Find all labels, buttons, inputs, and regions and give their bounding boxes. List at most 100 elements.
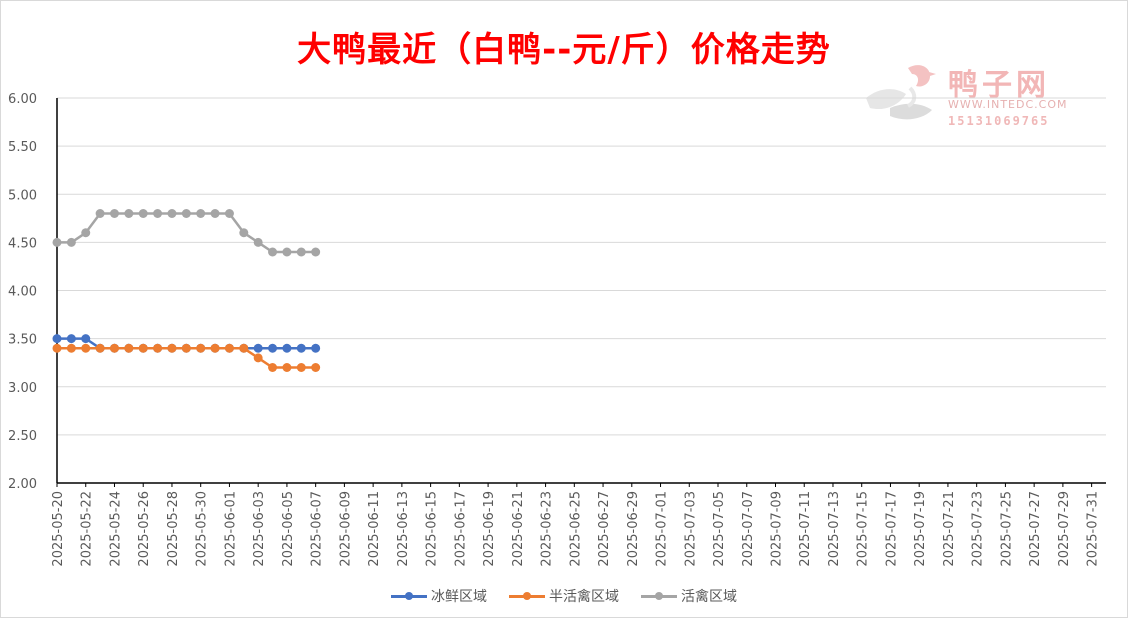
legend-swatch (509, 590, 545, 602)
x-tick-label: 2025-07-29 (1057, 491, 1072, 567)
x-tick-label: 2025-07-09 (769, 491, 784, 567)
data-point (181, 343, 191, 353)
x-tick-label: 2025-05-24 (108, 491, 123, 567)
legend: 冰鲜区域 半活禽区域 活禽区域 (0, 586, 1128, 606)
data-point (109, 343, 119, 353)
legend-label: 活禽区域 (681, 589, 737, 605)
x-tick-label: 2025-06-11 (367, 491, 382, 567)
x-tick-label: 2025-06-19 (482, 491, 497, 567)
data-point (282, 247, 292, 257)
data-point (153, 343, 163, 353)
x-tick-label: 2025-07-11 (798, 491, 813, 567)
y-tick-label: 4.00 (8, 285, 37, 300)
data-point (109, 209, 119, 218)
data-point (268, 343, 278, 353)
data-point (253, 343, 263, 353)
legend-item-ice-fresh: 冰鲜区域 (391, 586, 487, 606)
data-point (66, 237, 76, 247)
data-point (124, 343, 134, 353)
line-chart: 2.00 2.50 3.00 3.50 4.00 4.50 5.00 5.50 6.00 2025… (8, 92, 1106, 567)
y-tick-label: 5.00 (8, 188, 37, 203)
data-point (268, 247, 278, 257)
y-tick-label: 5.50 (8, 140, 37, 155)
x-tick-label: 2025-05-22 (80, 491, 95, 567)
watermark: 鸭子网 WWW.INTEDC.COM 15131069765 (860, 58, 1090, 132)
x-tick-label: 2025-06-21 (511, 491, 526, 567)
data-point (224, 343, 234, 353)
data-point (167, 209, 177, 218)
data-point (81, 343, 91, 353)
y-tick-label: 3.00 (8, 381, 37, 396)
y-tick-label: 6.00 (8, 92, 37, 107)
data-point (95, 343, 105, 353)
x-tick-label: 2025-06-27 (597, 491, 612, 567)
x-tick-label: 2025-07-27 (1028, 491, 1043, 567)
y-tick-label: 2.00 (8, 477, 37, 492)
data-point (52, 343, 62, 353)
legend-item-semi-live: 半活禽区域 (509, 586, 619, 606)
y-tick-label: 4.50 (8, 236, 37, 251)
legend-item-live: 活禽区域 (641, 586, 737, 606)
x-tick-label: 2025-07-05 (712, 491, 727, 567)
data-point (239, 343, 249, 353)
legend-label: 冰鲜区域 (431, 589, 487, 605)
duck-logo-icon (866, 65, 936, 120)
x-tick-label: 2025-06-15 (425, 491, 440, 567)
data-point (66, 343, 76, 353)
data-point (253, 353, 263, 363)
data-point (138, 343, 148, 353)
data-point (282, 343, 292, 353)
y-tick-label: 3.50 (8, 333, 37, 348)
x-tick-label: 2025-06-17 (453, 491, 468, 567)
x-tick-label: 2025-05-30 (195, 491, 210, 567)
x-tick-label: 2025-07-21 (942, 491, 957, 567)
x-tick-label: 2025-07-01 (655, 491, 670, 567)
data-point (66, 334, 76, 344)
data-point (196, 343, 206, 353)
x-tick-label: 2025-07-19 (913, 491, 928, 567)
x-tick-label: 2025-06-09 (338, 491, 353, 567)
data-point (181, 209, 191, 218)
x-tick-label: 2025-07-23 (971, 491, 986, 567)
data-point (224, 209, 234, 218)
data-point (311, 343, 321, 353)
data-point (210, 343, 220, 353)
x-tick-label: 2025-07-15 (856, 491, 871, 567)
x-tick-label: 2025-07-13 (827, 491, 842, 567)
data-point (81, 228, 91, 238)
x-tick-label: 2025-06-13 (396, 491, 411, 567)
y-tick-label: 2.50 (8, 429, 37, 444)
x-tick-label: 2025-07-07 (741, 491, 756, 567)
data-point (138, 209, 148, 218)
x-tick-label: 2025-07-17 (884, 491, 899, 567)
x-tick-label: 2025-05-28 (166, 491, 181, 567)
data-point (124, 209, 134, 218)
legend-label: 半活禽区域 (549, 589, 619, 605)
data-point (81, 334, 91, 344)
data-point (268, 363, 278, 372)
x-tick-label: 2025-06-05 (281, 491, 296, 567)
x-tick-label: 2025-07-31 (1086, 491, 1101, 567)
x-tick-label: 2025-06-25 (568, 491, 583, 567)
x-tick-label: 2025-05-20 (51, 491, 66, 567)
data-point (52, 237, 62, 247)
data-point (296, 363, 306, 372)
x-tick-label: 2025-07-25 (999, 491, 1014, 567)
data-point (282, 363, 292, 372)
chart-title: 大鸭最近（白鸭--元/斤）价格走势 (297, 30, 831, 70)
data-point (296, 343, 306, 353)
x-tick-label: 2025-05-26 (137, 491, 152, 567)
data-point (153, 209, 163, 218)
x-tick-label: 2025-06-23 (540, 491, 555, 567)
x-tick-label: 2025-07-03 (683, 491, 698, 567)
x-tick-label: 2025-06-29 (626, 491, 641, 567)
data-point (253, 237, 263, 247)
data-point (95, 209, 105, 218)
data-point (167, 343, 177, 353)
data-point (296, 247, 306, 257)
data-point (52, 334, 62, 344)
watermark-name: 鸭子网 (948, 68, 1050, 103)
data-point (239, 228, 249, 238)
x-tick-label: 2025-06-01 (223, 491, 238, 567)
